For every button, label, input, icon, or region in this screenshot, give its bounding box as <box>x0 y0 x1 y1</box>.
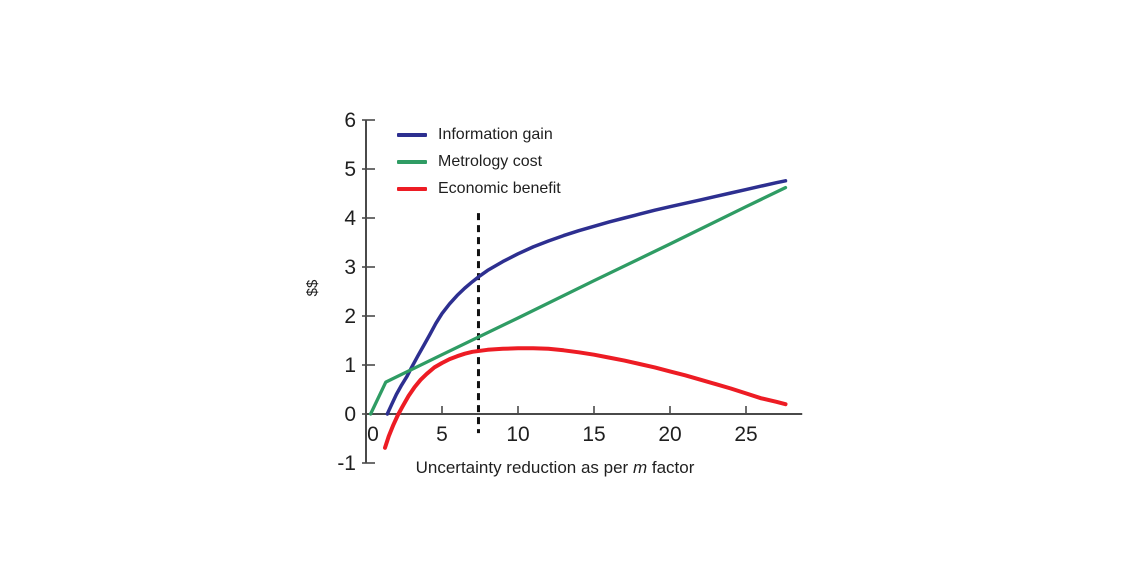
legend-label-economic-benefit: Economic benefit <box>438 179 561 197</box>
legend-swatch-economic-benefit <box>397 186 427 191</box>
legend-item-economic-benefit: Economic benefit <box>397 175 561 202</box>
x-tick-label-25: 25 <box>734 423 757 446</box>
y-tick-label-5: 5 <box>344 158 356 181</box>
curve-metrology-cost <box>368 185 788 416</box>
y-tick-label-4: 4 <box>344 207 356 230</box>
y-tick-label-2: 2 <box>344 305 356 328</box>
x-tick-label-5: 5 <box>436 423 448 446</box>
y-tick-label-1: 1 <box>344 354 356 377</box>
legend-swatch-metrology-cost <box>397 159 427 164</box>
y-tick-label-3: 3 <box>344 256 356 279</box>
x-tick-label-10: 10 <box>506 423 529 446</box>
legend-swatch-information-gain <box>397 132 427 137</box>
x-axis-title-part1: Uncertainty reduction as per <box>415 458 633 477</box>
plot-svg: -1 0 1 2 3 4 5 6 0 5 10 15 20 25 <box>337 109 803 475</box>
y-tick-label-6: 6 <box>344 109 356 132</box>
x-axis-title-m-italic: m <box>632 458 648 477</box>
x-tick-label-20: 20 <box>658 423 681 446</box>
x-tick-label-15: 15 <box>582 423 605 446</box>
legend-item-metrology-cost: Metrology cost <box>397 148 561 175</box>
x-axis-title-part2: factor <box>647 458 695 477</box>
legend-label-information-gain: Information gain <box>438 125 553 143</box>
legend-item-information-gain: Information gain <box>397 121 561 148</box>
curve-information-gain <box>385 179 788 416</box>
curve-economic-benefit <box>383 346 788 450</box>
legend-label-metrology-cost: Metrology cost <box>438 152 543 170</box>
y-tick-label--1: -1 <box>337 452 356 475</box>
y-axis-title: $$ <box>304 279 321 297</box>
x-axis-title: Uncertainty reduction as per m factor <box>375 458 735 478</box>
chart-area: -1 0 1 2 3 4 5 6 0 5 10 15 20 25 Information gain Met… <box>300 85 840 515</box>
x-tick-label-0: 0 <box>367 423 379 446</box>
y-tick-label-0: 0 <box>344 403 356 426</box>
legend: Information gain Metrology cost Economic… <box>397 121 561 202</box>
